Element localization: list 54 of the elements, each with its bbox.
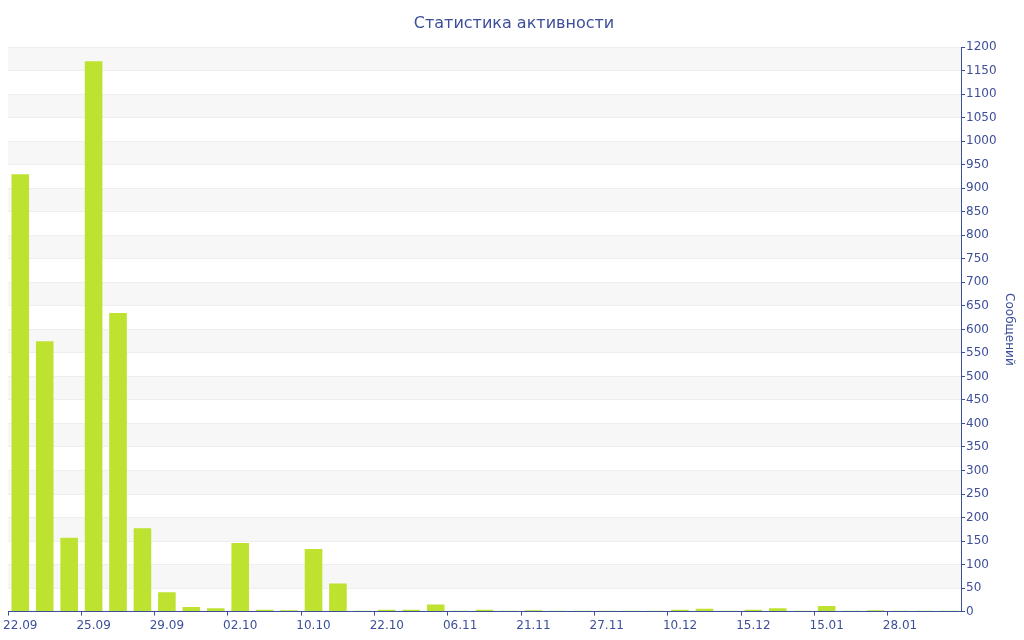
y-tick-label: 800 bbox=[966, 227, 989, 242]
y-tick-label: 1050 bbox=[966, 109, 997, 124]
bar bbox=[11, 174, 30, 612]
x-tick-label: 22.09 bbox=[3, 617, 38, 632]
y-tick-label: 850 bbox=[966, 203, 989, 218]
bar bbox=[329, 583, 347, 612]
y-tick-label: 700 bbox=[966, 274, 989, 289]
x-tick-label: 10.10 bbox=[296, 617, 331, 632]
y-axis-title: Сообщений bbox=[1002, 293, 1017, 366]
x-tick-label: 21.11 bbox=[516, 617, 551, 632]
y-tick-label: 750 bbox=[966, 250, 989, 265]
bar bbox=[769, 608, 787, 612]
x-tick-label: 25.09 bbox=[76, 617, 111, 632]
x-tick-label: 15.01 bbox=[809, 617, 844, 632]
x-tick-label: 15.12 bbox=[736, 617, 771, 632]
y-tick-label: 900 bbox=[966, 180, 989, 195]
bar bbox=[133, 528, 152, 612]
y-tick-label: 150 bbox=[966, 533, 989, 548]
bar bbox=[817, 605, 836, 612]
bar bbox=[304, 549, 323, 612]
x-tick-label: 10.12 bbox=[662, 617, 698, 632]
bar bbox=[84, 61, 103, 612]
y-tick-label: 50 bbox=[966, 580, 982, 595]
bar bbox=[35, 341, 54, 612]
y-tick-label: 950 bbox=[966, 156, 989, 171]
y-tick-label: 450 bbox=[966, 392, 989, 407]
y-tick-label: 1000 bbox=[966, 133, 997, 148]
y-tick-label: 0 bbox=[966, 603, 974, 618]
y-tick-label: 300 bbox=[966, 462, 989, 477]
bar bbox=[60, 537, 78, 612]
y-tick-label: 100 bbox=[966, 556, 989, 571]
x-tick-label: 06.11 bbox=[442, 617, 478, 632]
x-tick-label: 28.01 bbox=[882, 617, 918, 632]
y-tick-label: 1150 bbox=[966, 62, 997, 77]
y-tick-label: 650 bbox=[966, 298, 989, 313]
y-tick-label: 200 bbox=[966, 509, 989, 524]
x-tick-label: 02.10 bbox=[223, 617, 258, 632]
y-tick-label: 1200 bbox=[966, 39, 997, 54]
y-tick-label: 400 bbox=[966, 415, 989, 430]
x-tick-label: 29.09 bbox=[149, 617, 185, 632]
x-tick-label: 27.11 bbox=[589, 617, 624, 632]
y-tick-label: 600 bbox=[966, 321, 989, 336]
y-tick-label: 1100 bbox=[966, 86, 997, 101]
chart-title: Статистика активности bbox=[413, 12, 615, 32]
y-tick-label: 500 bbox=[966, 368, 989, 383]
bar bbox=[231, 542, 249, 612]
y-tick-label: 550 bbox=[966, 345, 989, 360]
bar bbox=[109, 312, 127, 612]
bar bbox=[206, 608, 225, 612]
y-tick-label: 350 bbox=[966, 439, 989, 454]
y-tick-label: 250 bbox=[966, 486, 989, 501]
bar bbox=[158, 592, 176, 612]
x-tick-label: 22.10 bbox=[369, 617, 404, 632]
bar bbox=[182, 606, 201, 612]
